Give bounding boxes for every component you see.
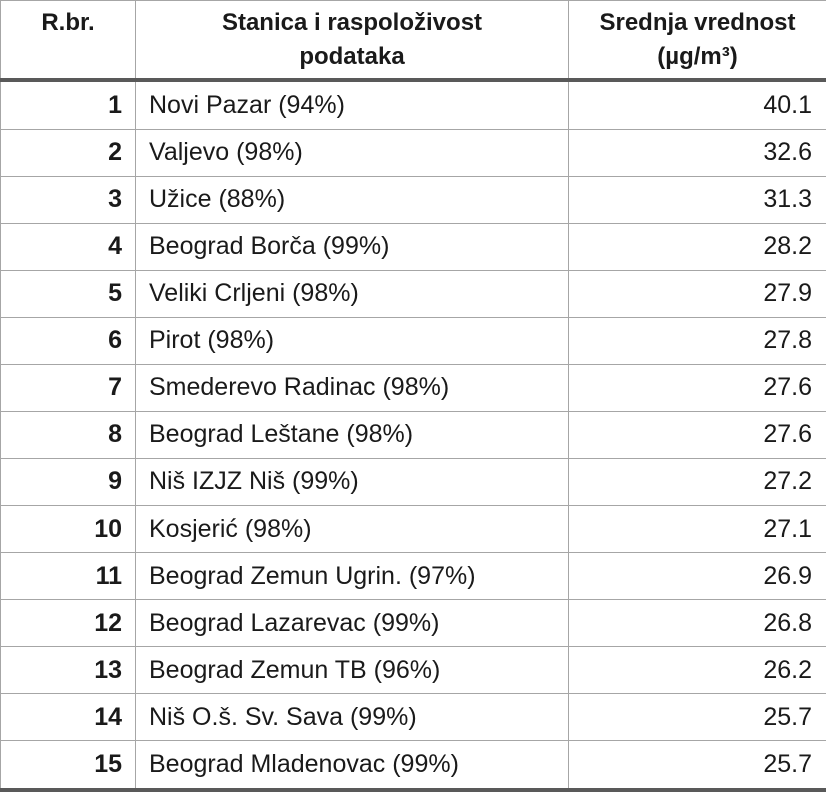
table-body: 1 Novi Pazar (94%) 40.1 2 Valjevo (98%) 32.6 3… (0, 79, 826, 791)
header-station: Stanica i raspoloživost podataka (135, 0, 569, 82)
row-value-cell: 25.7 (568, 740, 826, 791)
row-station-cell: Novi Pazar (94%) (135, 79, 569, 130)
table-row: 10 Kosjerić (98%) 27.1 (0, 504, 826, 554)
row-station-cell: Niš O.š. Sv. Sava (99%) (135, 693, 569, 742)
header-station-label-line1: Stanica i raspoloživost (221, 9, 483, 36)
row-value-cell: 27.1 (568, 504, 826, 554)
table-row: 9 Niš IZJZ Niš (99%) 27.2 (0, 457, 826, 507)
row-rank-cell: 2 (0, 128, 136, 177)
row-value-cell: 32.6 (568, 128, 826, 177)
row-rank-cell: 12 (0, 599, 136, 648)
table-row: 5 Veliki Crljeni (98%) 27.9 (0, 269, 826, 318)
header-value: Srednja vrednost (µg/m³) (568, 0, 826, 82)
row-station-cell: Užice (88%) (135, 175, 569, 224)
row-station-cell: Beograd Mladenovac (99%) (135, 740, 569, 791)
row-station-cell: Smederevo Radinac (98%) (135, 363, 569, 412)
row-rank-cell: 5 (0, 269, 136, 318)
row-rank-cell: 15 (0, 740, 136, 791)
table-row: 15 Beograd Mladenovac (99%) 25.7 (0, 740, 826, 791)
row-rank-cell: 11 (0, 552, 136, 601)
row-value-cell: 26.2 (568, 646, 826, 695)
row-value-cell: 27.2 (568, 457, 826, 507)
row-rank-cell: 13 (0, 646, 136, 695)
header-value-label-line1: Srednja vrednost (599, 9, 796, 36)
row-station-cell: Valjevo (98%) (135, 128, 569, 177)
table-row: 6 Pirot (98%) 27.8 (0, 316, 826, 365)
header-station-label-line2: podataka (299, 43, 405, 70)
header-rank: R.br. (0, 0, 136, 82)
row-value-cell: 28.2 (568, 222, 826, 271)
table-row: 3 Užice (88%) 31.3 (0, 175, 826, 224)
row-value-cell: 40.1 (568, 79, 826, 130)
row-rank-cell: 8 (0, 410, 136, 459)
row-rank-cell: 10 (0, 504, 136, 554)
table-row: 14 Niš O.š. Sv. Sava (99%) 25.7 (0, 693, 826, 742)
row-station-cell: Pirot (98%) (135, 316, 569, 365)
row-rank-cell: 9 (0, 457, 136, 507)
header-rank-label: R.br. (41, 9, 95, 36)
row-rank-cell: 6 (0, 316, 136, 365)
header-row: R.br. Stanica i raspoloživost podataka S… (0, 0, 826, 82)
row-rank-cell: 7 (0, 363, 136, 412)
row-value-cell: 26.9 (568, 552, 826, 601)
row-value-cell: 27.6 (568, 410, 826, 459)
row-station-cell: Beograd Zemun Ugrin. (97%) (135, 552, 569, 601)
table-row: 13 Beograd Zemun TB (96%) 26.2 (0, 646, 826, 695)
row-rank-cell: 1 (0, 79, 136, 130)
row-station-cell: Niš IZJZ Niš (99%) (135, 457, 569, 507)
table-row: 7 Smederevo Radinac (98%) 27.6 (0, 363, 826, 412)
table-row: 11 Beograd Zemun Ugrin. (97%) 26.9 (0, 552, 826, 601)
table-row: 8 Beograd Leštane (98%) 27.6 (0, 410, 826, 459)
table-row: 12 Beograd Lazarevac (99%) 26.8 (0, 599, 826, 648)
header-value-label-line2: (µg/m³) (657, 43, 738, 70)
row-value-cell: 26.8 (568, 599, 826, 648)
row-station-cell: Beograd Zemun TB (96%) (135, 646, 569, 695)
row-value-cell: 25.7 (568, 693, 826, 742)
row-rank-cell: 4 (0, 222, 136, 271)
row-station-cell: Veliki Crljeni (98%) (135, 269, 569, 318)
row-station-cell: Beograd Lazarevac (99%) (135, 599, 569, 648)
table-row: 2 Valjevo (98%) 32.6 (0, 128, 826, 177)
table-header: R.br. Stanica i raspoloživost podataka S… (0, 0, 826, 82)
table-row: 4 Beograd Borča (99%) 28.2 (0, 222, 826, 271)
row-value-cell: 31.3 (568, 175, 826, 224)
row-value-cell: 27.8 (568, 316, 826, 365)
row-rank-cell: 3 (0, 175, 136, 224)
row-station-cell: Kosjerić (98%) (135, 504, 569, 554)
row-value-cell: 27.9 (568, 269, 826, 318)
row-rank-cell: 14 (0, 693, 136, 742)
table-row: 1 Novi Pazar (94%) 40.1 (0, 79, 826, 130)
row-value-cell: 27.6 (568, 363, 826, 412)
row-station-cell: Beograd Borča (99%) (135, 222, 569, 271)
row-station-cell: Beograd Leštane (98%) (135, 410, 569, 459)
